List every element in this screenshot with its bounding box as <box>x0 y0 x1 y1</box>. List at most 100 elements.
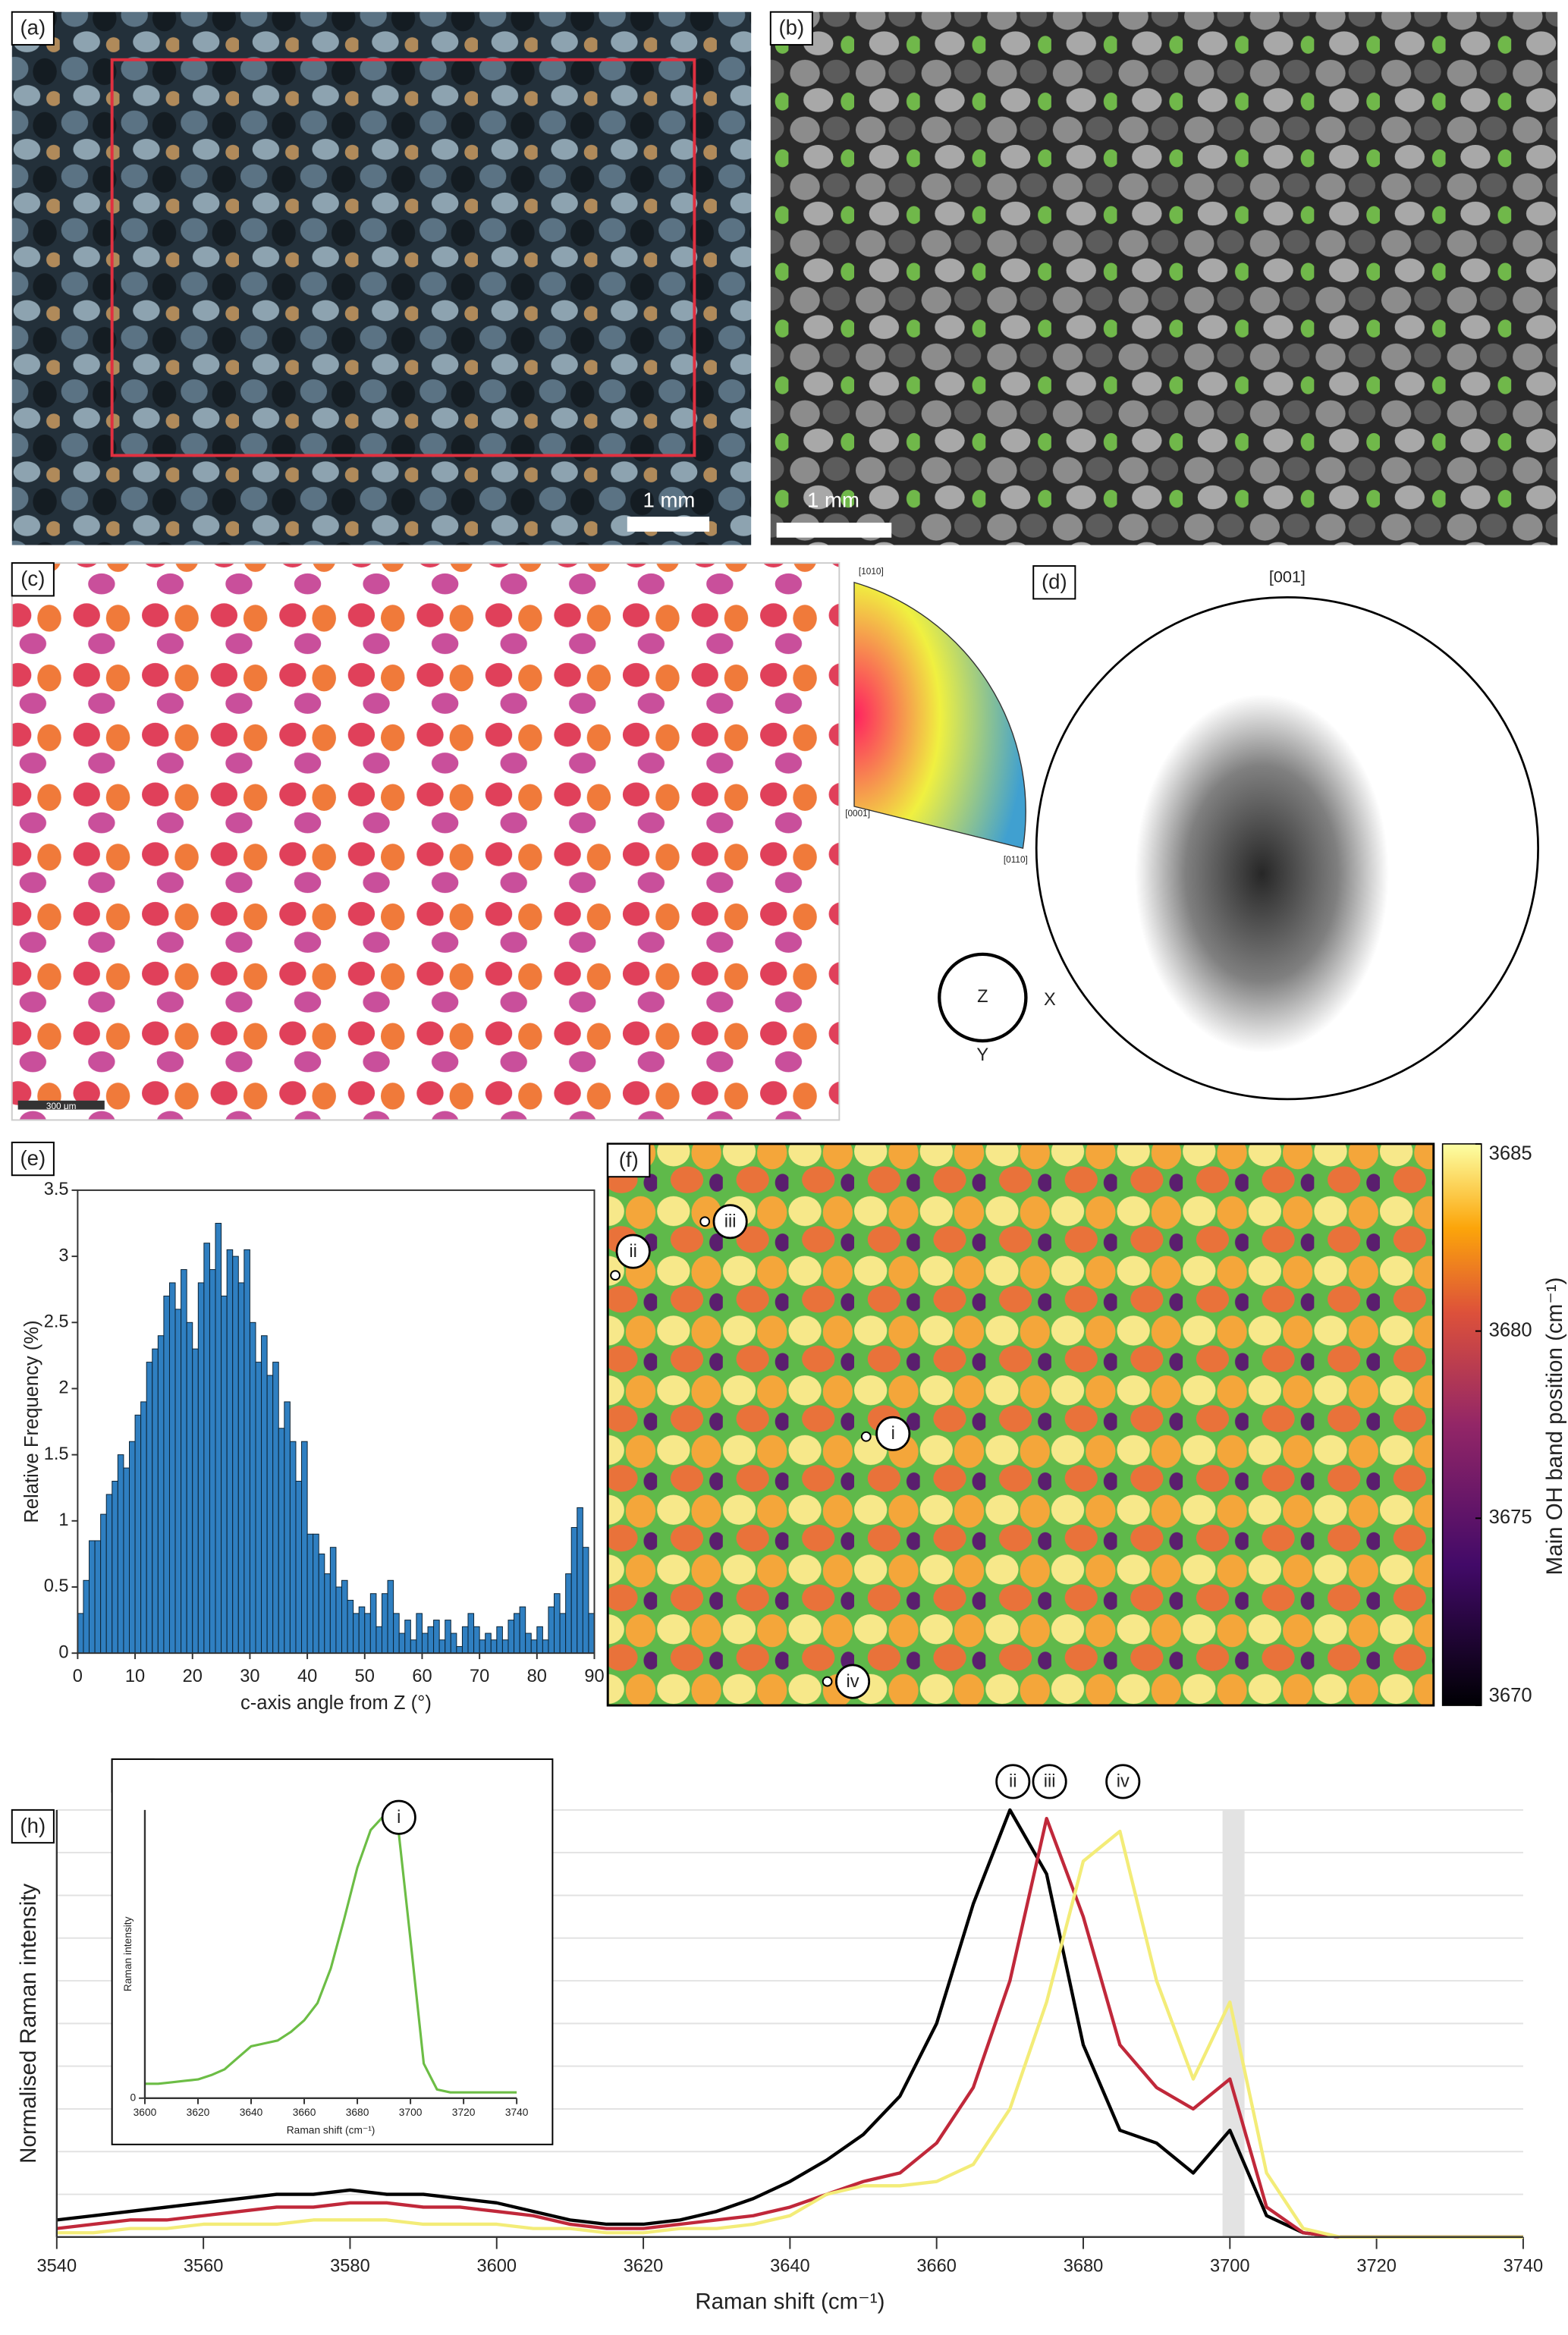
panel-label: (e) <box>20 1146 46 1170</box>
x-tick-label: 3680 <box>1064 2256 1104 2276</box>
x-tick-label: 3640 <box>240 2107 263 2118</box>
x-tick-label: 20 <box>183 1667 203 1686</box>
map-point <box>699 1216 711 1227</box>
peak-marker: i <box>397 1808 401 1827</box>
x-tick-label: 40 <box>297 1667 317 1686</box>
key-label: [1010] <box>859 566 884 577</box>
y-tick-label: 0 <box>58 1642 68 1662</box>
y-tick-label: 2 <box>58 1378 68 1398</box>
bar <box>347 1599 354 1654</box>
bar <box>485 1633 492 1654</box>
map-marker-badge <box>835 1664 871 1699</box>
x-tick-label: 30 <box>240 1667 259 1686</box>
colorbar-tick-label: 3680 <box>1489 1319 1532 1340</box>
bar <box>83 1579 90 1654</box>
panel-label: (c) <box>20 567 45 590</box>
pole-figure <box>1035 596 1539 1101</box>
x-tick-label: 3660 <box>916 2256 957 2276</box>
map-marker-badge <box>712 1204 748 1240</box>
bar <box>237 1282 245 1654</box>
bar <box>438 1639 446 1654</box>
ebsd-map <box>11 562 841 1121</box>
bar <box>341 1579 348 1654</box>
panel-label: (b) <box>779 16 805 39</box>
peak-marker-badge <box>1105 1764 1141 1799</box>
x-tick-label: 3580 <box>330 2256 370 2276</box>
bar <box>140 1401 147 1654</box>
bar <box>433 1620 440 1654</box>
y-tick-label: 0.5 <box>44 1576 69 1596</box>
x-tick-label: 50 <box>355 1667 375 1686</box>
bar <box>89 1540 96 1654</box>
panel-label-box <box>11 11 55 46</box>
scale-bar-label: 300 μm <box>46 1101 77 1111</box>
bar <box>313 1533 319 1654</box>
bar <box>501 1639 509 1654</box>
x-tick-label: 3660 <box>293 2107 316 2118</box>
bar <box>112 1481 118 1654</box>
peak-marker: iv <box>1117 1772 1130 1792</box>
bar <box>284 1401 291 1654</box>
panel-label-box <box>11 562 55 597</box>
bar <box>335 1586 342 1654</box>
pole-cluster <box>1135 694 1389 1053</box>
bar <box>329 1547 337 1654</box>
bar <box>181 1269 187 1654</box>
micrograph-a <box>11 11 752 545</box>
bar <box>467 1613 475 1654</box>
panel-label-box <box>1032 565 1076 600</box>
x-tick-label: 3600 <box>476 2256 517 2276</box>
map-point <box>860 1431 872 1442</box>
colorbar-tick-label: 3675 <box>1489 1507 1532 1528</box>
bar <box>163 1295 170 1654</box>
panel-label-box <box>607 1142 651 1178</box>
spectrum-line <box>56 1829 1523 2239</box>
bar <box>565 1573 572 1654</box>
bar <box>421 1633 429 1654</box>
y-tick-label: 3 <box>58 1246 68 1265</box>
bar <box>461 1626 469 1654</box>
peak-marker-badge <box>1032 1764 1067 1799</box>
bar <box>289 1441 297 1654</box>
x-tick-label: 3620 <box>624 2256 664 2276</box>
pole-label: [001] <box>1269 567 1306 586</box>
bar <box>168 1282 176 1654</box>
scale-bar <box>776 522 892 538</box>
colorbar <box>1441 1143 1482 1706</box>
key-label: [0110] <box>1004 854 1028 865</box>
map-point <box>822 1676 833 1687</box>
bar <box>186 1321 193 1654</box>
spectrum-line <box>56 1816 1523 2239</box>
bar <box>507 1620 515 1654</box>
bar <box>324 1573 331 1654</box>
colorbar-tick-label: 3685 <box>1489 1142 1532 1164</box>
map-point <box>610 1270 621 1281</box>
bar <box>582 1547 589 1654</box>
x-axis-title: Raman shift (cm⁻¹) <box>287 2125 376 2136</box>
axis-name: X <box>1044 990 1056 1010</box>
bar <box>203 1243 210 1654</box>
bar <box>519 1606 526 1654</box>
bar <box>588 1613 595 1654</box>
x-tick-label: 60 <box>412 1667 432 1686</box>
y-tick-label: 1 <box>58 1510 68 1530</box>
bar <box>404 1620 411 1654</box>
axis-name: Y <box>976 1045 988 1065</box>
y-axis-title: Normalised Raman intensity <box>16 1884 41 2164</box>
scale-bar-label: 1 mm <box>643 489 695 512</box>
bar <box>272 1362 279 1654</box>
x-tick-label: 3540 <box>37 2256 77 2276</box>
bar <box>209 1269 216 1654</box>
bar <box>244 1249 250 1654</box>
bar <box>100 1513 107 1654</box>
peak-marker: ii <box>1009 1772 1017 1792</box>
bar <box>530 1639 538 1654</box>
spectrum-line <box>56 1808 1523 2239</box>
y-tick-label: 1.5 <box>44 1444 69 1464</box>
bar <box>152 1348 159 1654</box>
bar <box>146 1362 153 1654</box>
bar <box>157 1335 165 1654</box>
bar <box>249 1321 256 1654</box>
y-tick-label: 2.5 <box>44 1312 69 1332</box>
